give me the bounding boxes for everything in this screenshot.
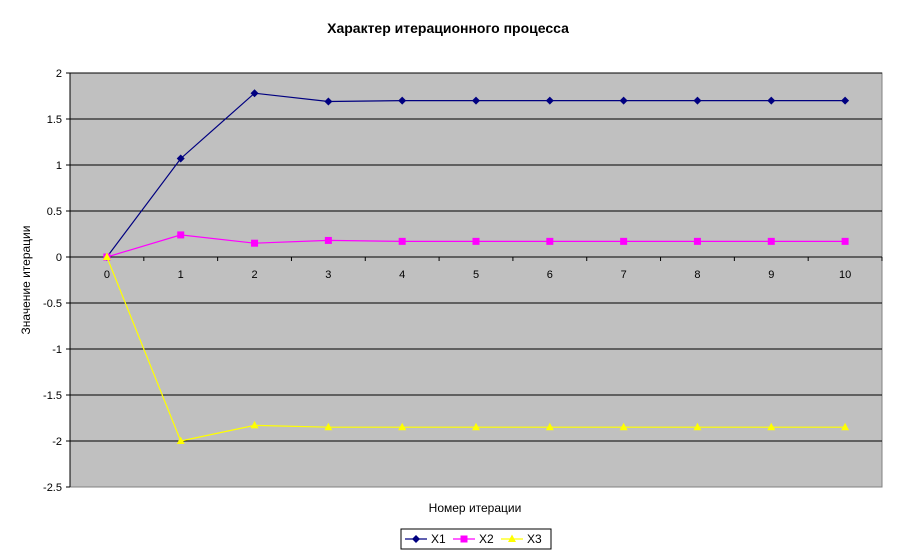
y-tick-label: 0 [56,252,62,264]
data-point-x3 [545,422,554,431]
data-point-x1 [619,96,628,105]
legend: X1 X2 X3 [400,528,552,550]
data-point-x2 [251,239,259,247]
x-tick-label: 6 [547,269,553,281]
legend-marker-x3 [508,534,516,542]
y-tick-label: 0.5 [47,206,62,218]
data-point-x3 [102,252,111,260]
data-point-x1 [545,96,554,105]
data-point-x2 [546,237,554,245]
data-point-x3 [472,422,480,431]
x-axis-label: Номер итерации [429,501,522,515]
data-point-x3 [767,422,776,431]
legend-label-x1: X1 [431,532,446,546]
data-point-x2 [693,237,701,245]
legend-marker-x1 [412,535,420,543]
legend-label-x2: X2 [479,532,494,546]
y-tick-label: -2 [52,436,62,448]
data-point-x3 [693,422,702,431]
plot-background [69,72,883,488]
data-point-x3 [176,436,185,444]
x-tick-label: 5 [473,269,479,281]
y-tick-label: 2 [56,68,62,80]
data-point-x1 [767,96,776,105]
y-tick-label: 1 [56,160,62,172]
data-point-x1 [398,96,407,105]
x-tick-label: 4 [399,269,405,281]
data-point-x2 [841,237,849,245]
data-point-x2 [767,237,775,245]
x-tick-label: 3 [325,269,331,281]
x-tick-label: 8 [694,269,700,281]
plot-area: 2 1.5 1 0.5 0 -0.5 -1 -1.5 -2 -2.5 0 1 2 3 4 5 6 7 8 9 10 [43,68,883,494]
chart-title: Характер итерационного процесса [327,20,569,36]
x-tick-label: 2 [251,269,257,281]
data-point-x3 [841,422,850,431]
legend-label-x3: X3 [527,532,542,546]
data-point-x1 [176,154,185,163]
y-tick-label: -1.5 [43,390,62,402]
data-point-x1 [250,89,259,98]
data-point-x2 [177,231,185,239]
data-point-x3 [619,422,628,431]
data-point-x3 [324,422,333,431]
y-tick-label: 1.5 [47,114,62,126]
data-point-x2 [324,236,332,244]
data-point-x1 [693,96,702,105]
legend-box [400,528,552,550]
legend-marker-x2 [460,535,468,543]
y-axis-label: Значение итерации [19,226,33,335]
x-tick-label: 7 [621,269,627,281]
x-tick-label: 9 [768,269,774,281]
data-point-x1 [324,97,333,106]
y-tick-label: -1 [52,344,62,356]
x-tick-label: 10 [839,269,851,281]
data-point-x2 [472,237,480,245]
data-point-x3 [250,420,259,429]
data-point-x2 [620,237,628,245]
y-tick-label: -0.5 [43,298,62,310]
y-tick-label: -2.5 [43,482,62,494]
data-point-x1 [472,96,480,105]
data-point-x2 [398,237,406,245]
x-tick-label: 0 [104,269,110,281]
data-point-x1 [841,96,850,105]
data-point-x3 [398,422,407,431]
x-tick-label: 1 [178,269,184,281]
